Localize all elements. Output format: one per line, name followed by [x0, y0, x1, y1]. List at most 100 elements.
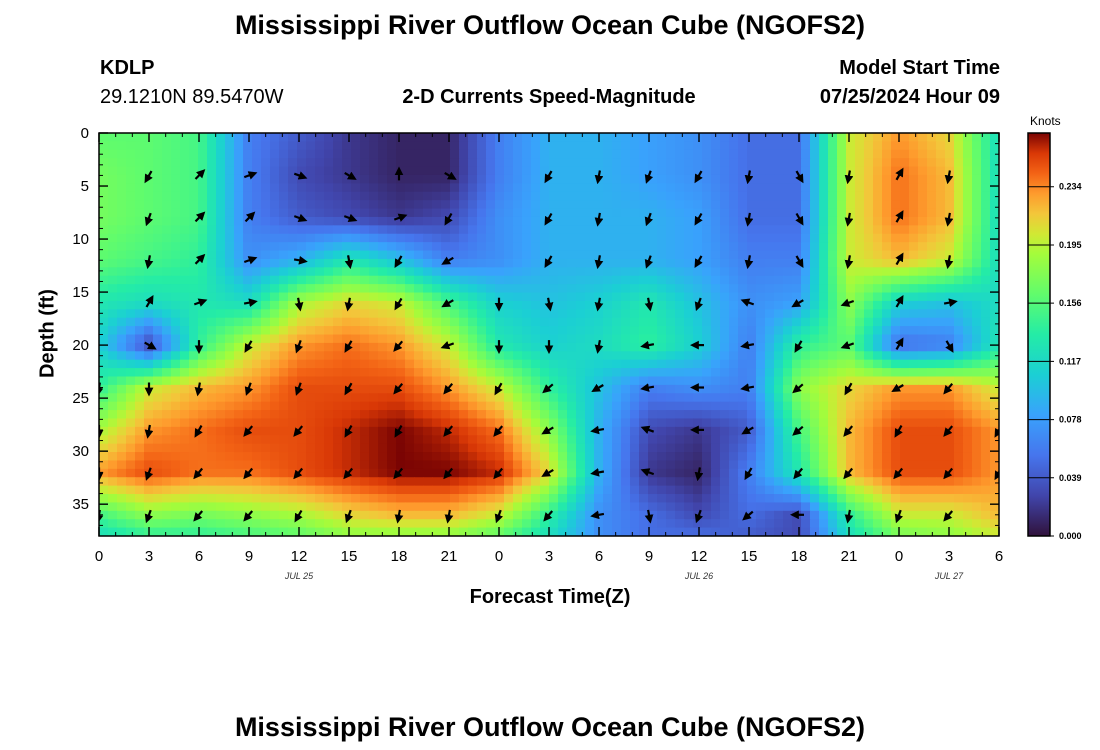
- heatmap-cell: [513, 452, 523, 462]
- heatmap-cell: [558, 519, 568, 529]
- heatmap-cell: [891, 342, 901, 352]
- heatmap-cell: [954, 334, 964, 344]
- heatmap-cell: [315, 267, 325, 277]
- heatmap-cell: [324, 309, 334, 319]
- heatmap-cell: [765, 191, 775, 201]
- heatmap-cell: [270, 208, 280, 218]
- heatmap-cell: [666, 527, 676, 536]
- heatmap-cell: [711, 300, 721, 310]
- heatmap-cell: [549, 166, 559, 176]
- heatmap-cell: [774, 149, 784, 159]
- heatmap-cell: [369, 284, 379, 294]
- heatmap-cell: [702, 410, 712, 420]
- heatmap-cell: [666, 300, 676, 310]
- heatmap-cell: [639, 435, 649, 445]
- heatmap-cell: [711, 393, 721, 403]
- heatmap-cell: [378, 502, 388, 512]
- heatmap-cell: [243, 376, 253, 386]
- heatmap-cell: [171, 242, 181, 252]
- heatmap-cell: [909, 527, 919, 536]
- heatmap-cell: [216, 309, 226, 319]
- heatmap-cell: [819, 275, 829, 285]
- heatmap-cell: [900, 208, 910, 218]
- heatmap-cell: [567, 200, 577, 210]
- heatmap-cell: [171, 384, 181, 394]
- heatmap-cell: [603, 191, 613, 201]
- heatmap-cell: [126, 200, 136, 210]
- heatmap-cell: [945, 267, 955, 277]
- heatmap-cell: [351, 149, 361, 159]
- heatmap-cell: [630, 435, 640, 445]
- heatmap-cell: [216, 258, 226, 268]
- heatmap-cell: [360, 351, 370, 361]
- heatmap-cell: [684, 216, 694, 226]
- heatmap-cell: [351, 284, 361, 294]
- heatmap-cell: [234, 233, 244, 243]
- heatmap-cell: [468, 200, 478, 210]
- heatmap-cell: [117, 208, 127, 218]
- heatmap-cell: [882, 216, 892, 226]
- heatmap-cell: [99, 267, 109, 277]
- heatmap-cell: [711, 418, 721, 428]
- current-arrow: [441, 256, 454, 265]
- heatmap-cell: [162, 133, 172, 142]
- heatmap-cell: [963, 435, 973, 445]
- heatmap-cell: [954, 418, 964, 428]
- heatmap-cell: [432, 426, 442, 436]
- heatmap-cell: [963, 351, 973, 361]
- heatmap-cell: [135, 359, 145, 369]
- heatmap-cell: [675, 418, 685, 428]
- heatmap-cell: [171, 300, 181, 310]
- heatmap-cell: [153, 393, 163, 403]
- heatmap-cell: [135, 342, 145, 352]
- heatmap-cell: [684, 208, 694, 218]
- heatmap-cell: [252, 200, 262, 210]
- heatmap-cell: [585, 334, 595, 344]
- heatmap-cell: [738, 485, 748, 495]
- heatmap-cell: [387, 334, 397, 344]
- heatmap-cell: [225, 183, 235, 193]
- heatmap-cell: [234, 216, 244, 226]
- heatmap-cell: [324, 368, 334, 378]
- heatmap-cell: [882, 242, 892, 252]
- heatmap-cell: [981, 384, 991, 394]
- heatmap-cell: [963, 384, 973, 394]
- heatmap-cell: [162, 166, 172, 176]
- heatmap-cell: [279, 468, 289, 478]
- heatmap-cell: [837, 527, 847, 536]
- heatmap-cell: [117, 384, 127, 394]
- heatmap-cell: [549, 334, 559, 344]
- current-arrow: [640, 425, 655, 435]
- heatmap-cell: [171, 519, 181, 529]
- heatmap-cell: [675, 149, 685, 159]
- heatmap-cell: [936, 485, 946, 495]
- heatmap-cell: [513, 191, 523, 201]
- heatmap-cell: [981, 443, 991, 453]
- heatmap-cell: [594, 418, 604, 428]
- heatmap-cell: [270, 200, 280, 210]
- heatmap-cell: [711, 359, 721, 369]
- heatmap-cell: [306, 401, 316, 411]
- heatmap-cell: [117, 334, 127, 344]
- heatmap-cell: [873, 452, 883, 462]
- current-arrow: [145, 294, 154, 308]
- heatmap-cell: [540, 317, 550, 327]
- heatmap-cell: [747, 368, 757, 378]
- heatmap-cell: [900, 191, 910, 201]
- heatmap-cell: [369, 452, 379, 462]
- heatmap-cell: [432, 359, 442, 369]
- heatmap-cell: [252, 334, 262, 344]
- heatmap-cell: [405, 443, 415, 453]
- heatmap-cell: [324, 527, 334, 536]
- heatmap-cell: [972, 502, 982, 512]
- heatmap-cell: [549, 300, 559, 310]
- heatmap-cell: [936, 166, 946, 176]
- heatmap-cell: [954, 309, 964, 319]
- heatmap-cell: [198, 502, 208, 512]
- heatmap-cell: [360, 225, 370, 235]
- heatmap-cell: [675, 166, 685, 176]
- heatmap-cell: [666, 418, 676, 428]
- heatmap-cell: [585, 317, 595, 327]
- heatmap-cell: [936, 191, 946, 201]
- heatmap-cell: [783, 258, 793, 268]
